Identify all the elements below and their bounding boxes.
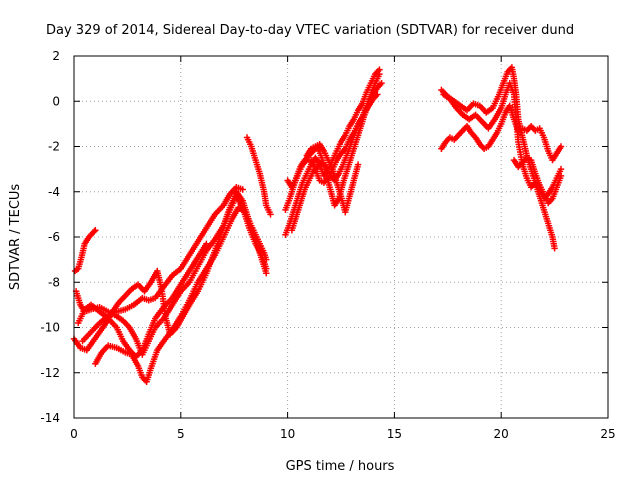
x-tick-label: 15	[387, 427, 402, 441]
data-point	[376, 70, 383, 78]
chart-title: Day 329 of 2014, Sidereal Day-to-day VTE…	[46, 23, 574, 38]
data-point	[263, 256, 270, 263]
data-point	[557, 172, 565, 180]
y-tick-label: -2	[48, 140, 60, 154]
x-axis-label: GPS time / hours	[286, 459, 395, 474]
data-point	[267, 211, 274, 218]
y-tick-label: -12	[40, 366, 60, 380]
data-point	[263, 270, 270, 277]
x-tick-label: 25	[600, 427, 615, 441]
x-tick-label: 5	[177, 427, 185, 441]
y-tick-label: 2	[52, 49, 60, 63]
y-tick-label: 0	[52, 94, 60, 108]
x-tick-label: 10	[280, 427, 295, 441]
data-point	[91, 228, 98, 235]
y-tick-label: -8	[48, 275, 60, 289]
x-tick-label: 20	[494, 427, 509, 441]
x-axis: 0 5 10 15 20 25	[70, 56, 616, 441]
data-point	[378, 79, 385, 87]
data-point	[557, 165, 565, 173]
y-axis: -14 -12 -10 -8 -6 -4 -2 0 2	[40, 49, 608, 425]
data-point	[374, 91, 381, 98]
y-tick-label: -14	[40, 411, 60, 425]
data-point	[92, 227, 99, 234]
y-axis-label: SDTVAR / TECUs	[8, 184, 23, 291]
y-tick-label: -4	[48, 185, 60, 199]
data-point	[239, 186, 246, 193]
data-point	[203, 240, 210, 247]
data-points	[70, 64, 565, 385]
x-tick-label: 0	[70, 427, 78, 441]
data-point	[557, 143, 565, 150]
y-tick-label: -6	[48, 230, 60, 244]
data-point	[551, 245, 558, 252]
data-point	[354, 161, 362, 168]
y-tick-label: -10	[40, 321, 60, 335]
